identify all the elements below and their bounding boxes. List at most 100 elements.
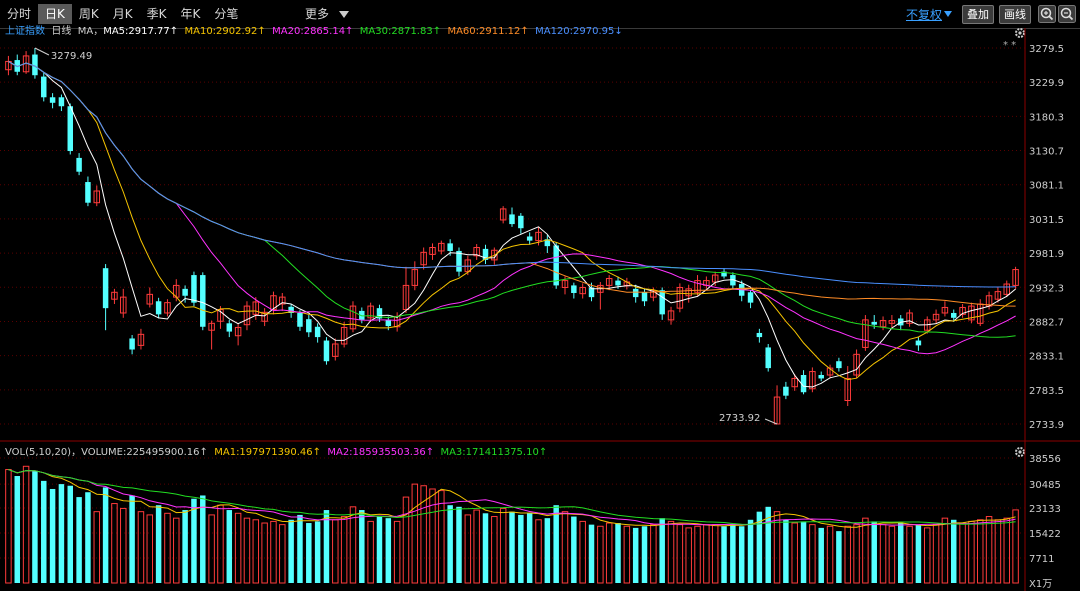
volume-bar <box>243 517 251 584</box>
candle-body <box>623 281 631 286</box>
tab-0[interactable]: 分时 <box>7 7 32 21</box>
more-menu[interactable]: 更多 <box>298 4 356 24</box>
tab-5[interactable]: 年K <box>180 7 201 21</box>
candle-body <box>420 251 427 266</box>
more-label: 更多 <box>305 7 330 21</box>
volume-bar <box>456 506 462 583</box>
candle-body <box>41 76 47 98</box>
volume-bar <box>173 517 180 584</box>
candle-body <box>402 284 410 311</box>
candle-body <box>279 296 286 305</box>
candle-body <box>579 286 586 295</box>
zoom-out-icon[interactable] <box>1058 5 1076 23</box>
volume-bar <box>773 511 781 584</box>
volume-tick-label: 7711 <box>1029 554 1054 565</box>
high-annotation: 3279.49 <box>51 51 92 62</box>
candle-body <box>173 284 180 298</box>
candle-body <box>932 313 940 321</box>
tab-3[interactable]: 月K <box>112 7 133 21</box>
volume-bar <box>102 487 109 583</box>
volume-bar <box>464 514 472 584</box>
volume-bar <box>261 522 268 584</box>
candle-body <box>994 291 1002 300</box>
chevron-down-icon[interactable] <box>944 11 952 17</box>
candle-body <box>120 296 127 314</box>
volume-bar <box>756 511 763 583</box>
volume-bar <box>844 525 851 584</box>
volume-ma5-line <box>8 469 1016 528</box>
candle-body <box>641 292 648 302</box>
volume-bar <box>826 525 834 584</box>
candle-body <box>67 106 73 152</box>
ma30-line <box>8 60 1016 338</box>
volume-bar <box>738 526 745 583</box>
candle-body <box>773 396 781 425</box>
ma120-value: MA120:2970.95↓ <box>535 26 623 37</box>
candle-body <box>306 319 312 333</box>
ma20-line <box>8 60 1016 355</box>
volume-bar <box>791 522 798 584</box>
candle-body <box>844 377 851 401</box>
price-tick-label: 3130.7 <box>1029 147 1064 158</box>
volume-bar <box>951 519 957 583</box>
candle-body <box>951 312 957 318</box>
zoom-in-icon[interactable] <box>1038 5 1056 23</box>
candle-body <box>853 353 860 376</box>
volume-bar <box>85 492 91 583</box>
volume-ma-lines <box>8 469 1016 528</box>
corner-marks: * * <box>1003 40 1017 51</box>
candle-body <box>676 286 684 309</box>
volume-bar <box>923 527 931 584</box>
overlay-button[interactable]: 叠加 <box>962 4 994 24</box>
ma5-line <box>8 60 1016 388</box>
volume-bar <box>340 516 348 584</box>
candle-body <box>588 287 595 298</box>
volume-bar <box>41 480 47 583</box>
volume-bar <box>76 497 82 583</box>
candle-body <box>800 375 807 393</box>
tab-6[interactable]: 分笔 <box>214 7 239 21</box>
volume-bar <box>1012 509 1019 584</box>
candle-body <box>509 214 515 225</box>
volume-bar <box>783 519 789 583</box>
volume-bar <box>941 517 949 584</box>
volume-bar <box>765 506 771 583</box>
candle-body <box>862 319 869 348</box>
gear-icon[interactable] <box>1014 446 1026 458</box>
candle-body <box>667 310 675 321</box>
volume-bar <box>234 512 242 584</box>
candle-body <box>499 208 507 221</box>
draw-line-button[interactable]: 画线 <box>999 4 1031 24</box>
candle-body <box>332 343 339 357</box>
tab-4[interactable]: 季K <box>146 7 167 21</box>
volume-bar <box>288 519 294 583</box>
ma30-value: MA30:2871.83↑ <box>359 26 442 37</box>
tab-2[interactable]: 周K <box>78 7 99 21</box>
candle-body <box>376 308 383 319</box>
adjust-dropdown[interactable]: 不复权 <box>905 7 942 22</box>
axis-labels: 3279.5 3229.9 3180.3 3130.7 3081.1 3031.5 2981… <box>34 44 1064 590</box>
price-tick-label: 2833.1 <box>1029 352 1064 363</box>
candle-body <box>359 310 365 320</box>
candle-body <box>871 321 877 325</box>
candle-body <box>836 361 842 369</box>
candle-body <box>58 97 65 107</box>
volume-bar <box>623 525 631 584</box>
candle-body <box>888 320 896 324</box>
gear-icon[interactable] <box>1014 27 1026 39</box>
index-name[interactable]: 上证指数 <box>5 26 45 37</box>
volume-bar <box>985 516 993 584</box>
candle-body <box>155 301 162 315</box>
volume-bar <box>438 490 445 584</box>
volume-ma10-line <box>8 469 1016 526</box>
volume-bar <box>509 511 515 583</box>
volume-bar <box>359 510 365 583</box>
volume-bar <box>146 514 154 584</box>
volume-bar <box>208 514 215 584</box>
tab-1[interactable]: 日K <box>38 4 72 24</box>
price-tick-label: 3081.1 <box>1029 181 1064 192</box>
candle-body <box>252 301 260 315</box>
candle-body <box>349 305 357 330</box>
price-tick-label: 2783.5 <box>1029 386 1064 397</box>
